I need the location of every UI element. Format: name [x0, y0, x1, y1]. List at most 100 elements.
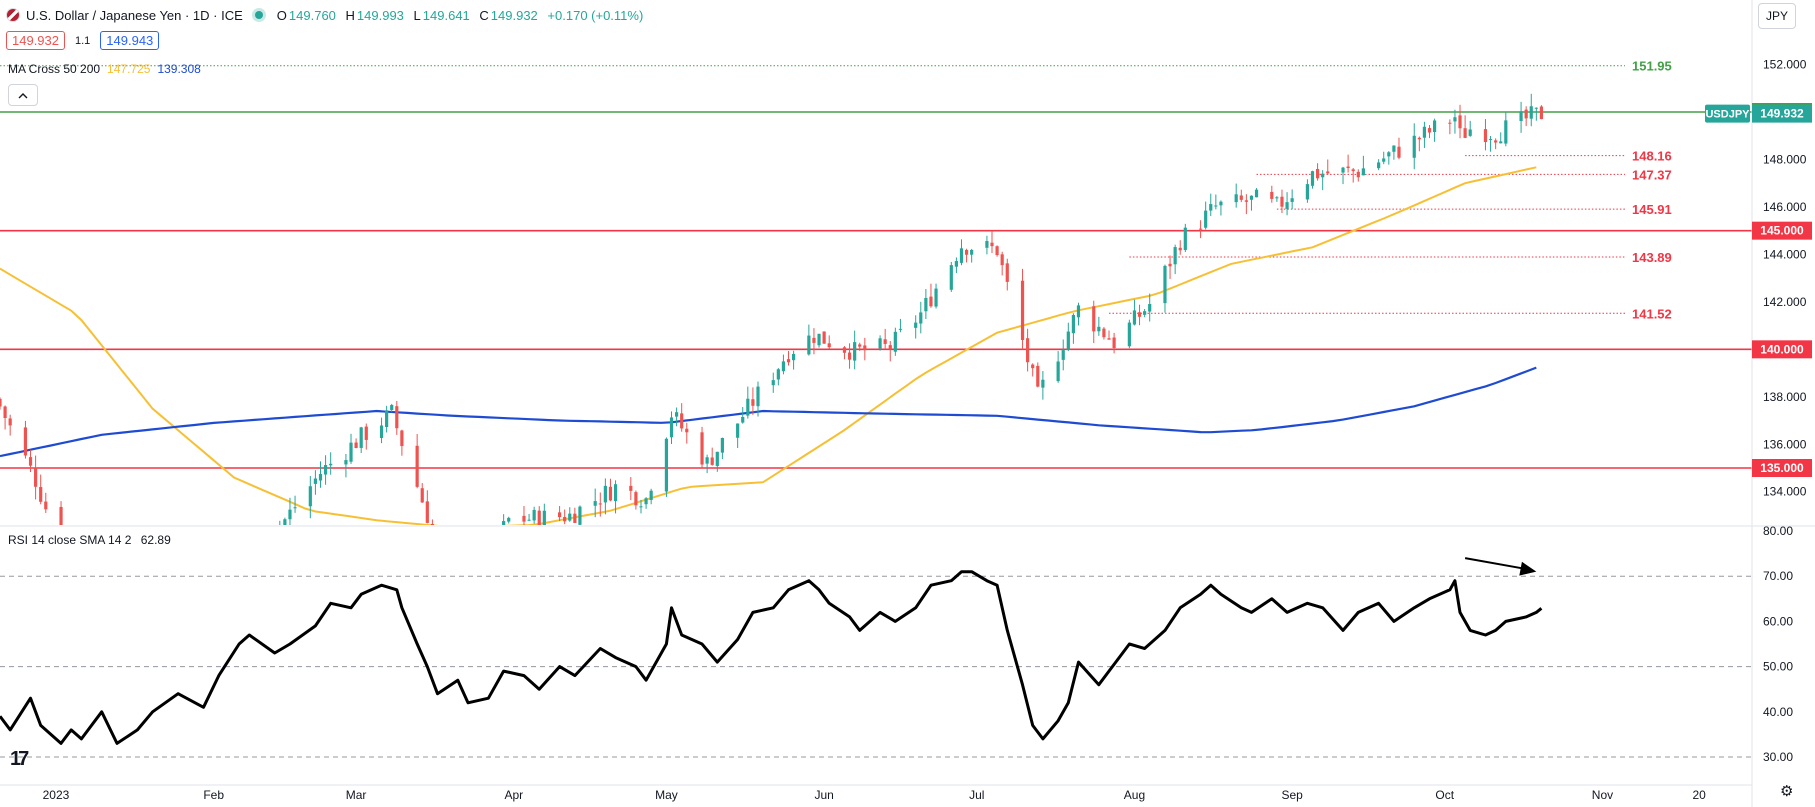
tradingview-logo-icon[interactable]: 17	[10, 748, 29, 770]
candle[interactable]	[136, 592, 139, 611]
ma200-line[interactable]	[0, 366, 1537, 458]
candle[interactable]	[781, 354, 786, 375]
candle[interactable]	[557, 506, 562, 522]
candle[interactable]	[1310, 170, 1315, 189]
candle[interactable]	[28, 449, 33, 473]
candle[interactable]	[456, 548, 459, 558]
candle[interactable]	[253, 549, 256, 566]
buy-price-button[interactable]: 149.943	[100, 31, 160, 50]
candle[interactable]	[898, 318, 903, 333]
candle[interactable]	[1305, 179, 1310, 203]
symbol-tag[interactable]	[1705, 104, 1750, 123]
candle[interactable]	[1137, 304, 1142, 326]
candle[interactable]	[771, 372, 775, 393]
candle[interactable]	[598, 492, 602, 517]
candle[interactable]	[792, 350, 796, 370]
candle[interactable]	[1031, 363, 1035, 377]
candle[interactable]	[487, 554, 490, 574]
candle[interactable]	[1504, 111, 1508, 147]
candle[interactable]	[700, 426, 704, 468]
candle[interactable]	[710, 447, 714, 466]
candle[interactable]	[1346, 154, 1350, 173]
candle[interactable]	[1026, 328, 1030, 372]
candle[interactable]	[1219, 200, 1223, 216]
candle[interactable]	[1143, 308, 1147, 318]
candle[interactable]	[318, 461, 323, 488]
candle[interactable]	[680, 403, 684, 432]
candle[interactable]	[634, 490, 638, 510]
candle[interactable]	[537, 506, 541, 540]
candle[interactable]	[349, 433, 353, 464]
candle[interactable]	[1534, 107, 1538, 121]
candle[interactable]	[288, 497, 292, 528]
candle[interactable]	[166, 606, 169, 635]
candle[interactable]	[934, 283, 938, 309]
candle[interactable]	[258, 549, 261, 563]
candle[interactable]	[1412, 123, 1416, 170]
candle[interactable]	[522, 506, 526, 534]
candle[interactable]	[1102, 327, 1106, 340]
candle[interactable]	[1127, 319, 1131, 349]
candle[interactable]	[603, 478, 607, 515]
candle[interactable]	[0, 397, 2, 410]
candle[interactable]	[176, 594, 179, 615]
candle[interactable]	[1488, 135, 1493, 152]
candle[interactable]	[1107, 330, 1111, 340]
candle[interactable]	[359, 426, 363, 454]
candle[interactable]	[853, 330, 857, 370]
candle[interactable]	[436, 526, 439, 547]
candle[interactable]	[3, 405, 7, 430]
candle[interactable]	[1076, 302, 1081, 326]
candle[interactable]	[593, 488, 597, 518]
candle[interactable]	[929, 283, 933, 308]
candle[interactable]	[222, 568, 225, 591]
candle[interactable]	[1249, 195, 1254, 211]
candle[interactable]	[1417, 136, 1421, 152]
candle[interactable]	[954, 257, 958, 274]
candle[interactable]	[1483, 119, 1488, 151]
candle[interactable]	[146, 613, 149, 636]
candle[interactable]	[1321, 170, 1325, 191]
candle[interactable]	[283, 517, 287, 540]
candle[interactable]	[217, 581, 220, 593]
candle[interactable]	[964, 248, 969, 263]
candle[interactable]	[207, 575, 210, 597]
candle[interactable]	[1432, 118, 1437, 142]
candle[interactable]	[1377, 159, 1381, 171]
candle[interactable]	[313, 470, 318, 495]
candle[interactable]	[817, 333, 821, 348]
candle[interactable]	[390, 403, 394, 413]
candle[interactable]	[1214, 194, 1218, 210]
candle[interactable]	[842, 346, 847, 360]
candle[interactable]	[415, 434, 419, 489]
candle[interactable]	[822, 331, 826, 344]
candle[interactable]	[1463, 115, 1467, 139]
candle[interactable]	[1539, 105, 1544, 120]
candle[interactable]	[1326, 159, 1330, 175]
candle[interactable]	[563, 509, 567, 525]
candle[interactable]	[990, 230, 994, 254]
candle[interactable]	[497, 532, 500, 540]
candle[interactable]	[995, 245, 999, 257]
candle[interactable]	[1387, 151, 1391, 165]
candle[interactable]	[1178, 240, 1182, 255]
candle[interactable]	[858, 342, 862, 351]
candle[interactable]	[1397, 137, 1401, 160]
rsi-line[interactable]	[0, 570, 1543, 745]
candle[interactable]	[1132, 299, 1137, 326]
candle[interactable]	[1071, 313, 1076, 344]
candle[interactable]	[893, 327, 897, 356]
candle[interactable]	[182, 601, 185, 622]
candle[interactable]	[39, 474, 43, 505]
candle[interactable]	[542, 503, 546, 528]
candle[interactable]	[1112, 332, 1116, 354]
candle[interactable]	[1361, 155, 1365, 176]
symbol-title[interactable]: U.S. Dollar / Japanese Yen · 1D · ICE	[26, 7, 243, 23]
candle[interactable]	[1209, 193, 1213, 217]
candle[interactable]	[364, 423, 368, 450]
candle[interactable]	[1204, 201, 1208, 230]
candle[interactable]	[1448, 119, 1452, 135]
candle[interactable]	[1097, 316, 1101, 336]
candle[interactable]	[187, 591, 190, 619]
